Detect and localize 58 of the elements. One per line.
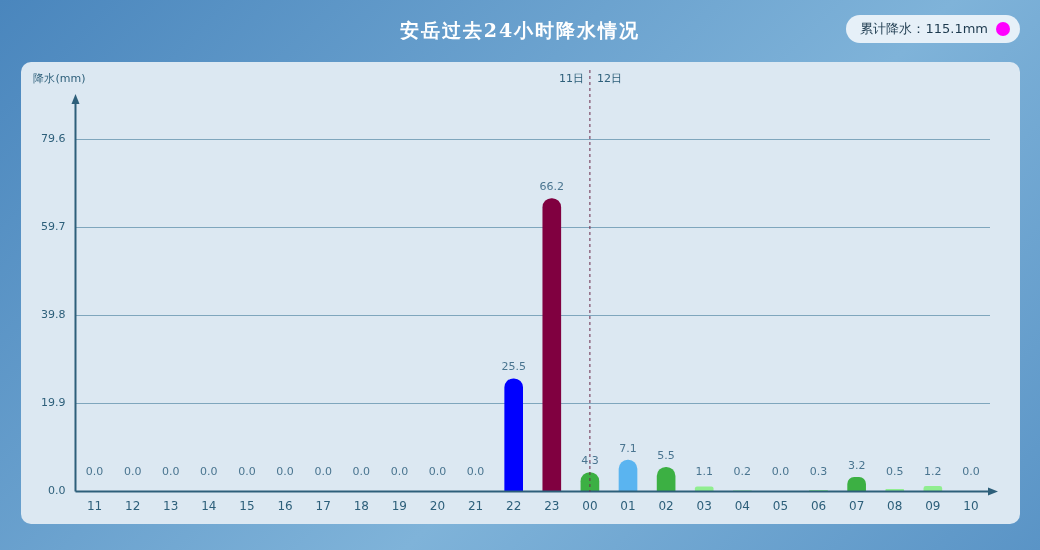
data-label: 0.0: [162, 464, 180, 478]
x-tick-label: 10: [963, 498, 979, 513]
x-tick-label: 01: [620, 498, 636, 513]
x-tick-label: 12: [125, 498, 141, 513]
x-tick-label: 13: [163, 498, 179, 513]
y-tick-label: 0.0: [47, 484, 66, 498]
data-label: 3.2: [847, 458, 866, 472]
x-tick-label: 19: [391, 498, 408, 513]
data-label: 4.3: [581, 453, 599, 467]
x-tick-label: 06: [810, 498, 827, 513]
data-label: 0.5: [885, 464, 904, 478]
data-label: 66.2: [539, 179, 565, 193]
data-label: 0.0: [314, 464, 332, 478]
x-tick-label: 03: [696, 498, 712, 513]
data-label: 0.0: [123, 464, 142, 478]
x-tick-label: 04: [734, 498, 750, 513]
x-tick-label: 17: [315, 498, 331, 513]
x-tick-label: 11: [86, 498, 103, 513]
x-tick-label: 07: [848, 498, 865, 513]
x-tick-label: 02: [658, 498, 674, 513]
x-tick-label: 15: [239, 498, 255, 513]
data-label: 0.0: [962, 464, 980, 478]
data-label: 1.2: [924, 464, 942, 478]
x-tick-label: 08: [887, 498, 903, 513]
data-label: 7.1: [619, 441, 637, 455]
data-label: 0.0: [466, 464, 485, 478]
y-tick-label: 39.8: [40, 308, 66, 322]
data-label: 5.5: [657, 448, 675, 462]
chart-title: 安岳过去24小时降水情况: [399, 19, 641, 41]
data-label: 0.2: [733, 464, 752, 478]
y-axis-title: 降水(mm): [33, 71, 86, 85]
x-tick-label: 20: [429, 498, 446, 513]
x-tick-label: 14: [201, 498, 217, 513]
annotation: 11日: [558, 71, 584, 85]
x-tick-label: 05: [772, 498, 789, 513]
x-tick-label: 00: [582, 498, 598, 513]
y-tick-label: 19.9: [40, 396, 66, 410]
data-label: 0.0: [390, 464, 409, 478]
data-label: 25.5: [501, 360, 526, 374]
x-tick-label: 21: [467, 498, 484, 513]
x-tick-label: 16: [277, 498, 293, 513]
data-label: 0.0: [238, 464, 256, 478]
data-label: 0.0: [85, 464, 104, 478]
text: 累计降水：115.1mm: [860, 20, 988, 38]
data-label: 0.0: [200, 464, 218, 478]
data-label: 0.0: [352, 464, 371, 478]
x-tick-label: 18: [353, 498, 369, 513]
x-tick-label: 22: [506, 498, 522, 513]
data-label: 1.1: [695, 464, 713, 478]
x-tick-label: 09: [925, 498, 941, 513]
ref-line-label: 12日: [596, 71, 622, 85]
y-tick-label: 79.6: [40, 132, 66, 146]
data-label: 0.3: [809, 464, 828, 478]
data-label: 0.0: [771, 464, 790, 478]
data-label: 0.0: [276, 464, 294, 478]
y-tick-label: 59.7: [40, 220, 66, 234]
x-tick-label: 23: [544, 498, 560, 513]
data-label: 0.0: [428, 464, 447, 478]
